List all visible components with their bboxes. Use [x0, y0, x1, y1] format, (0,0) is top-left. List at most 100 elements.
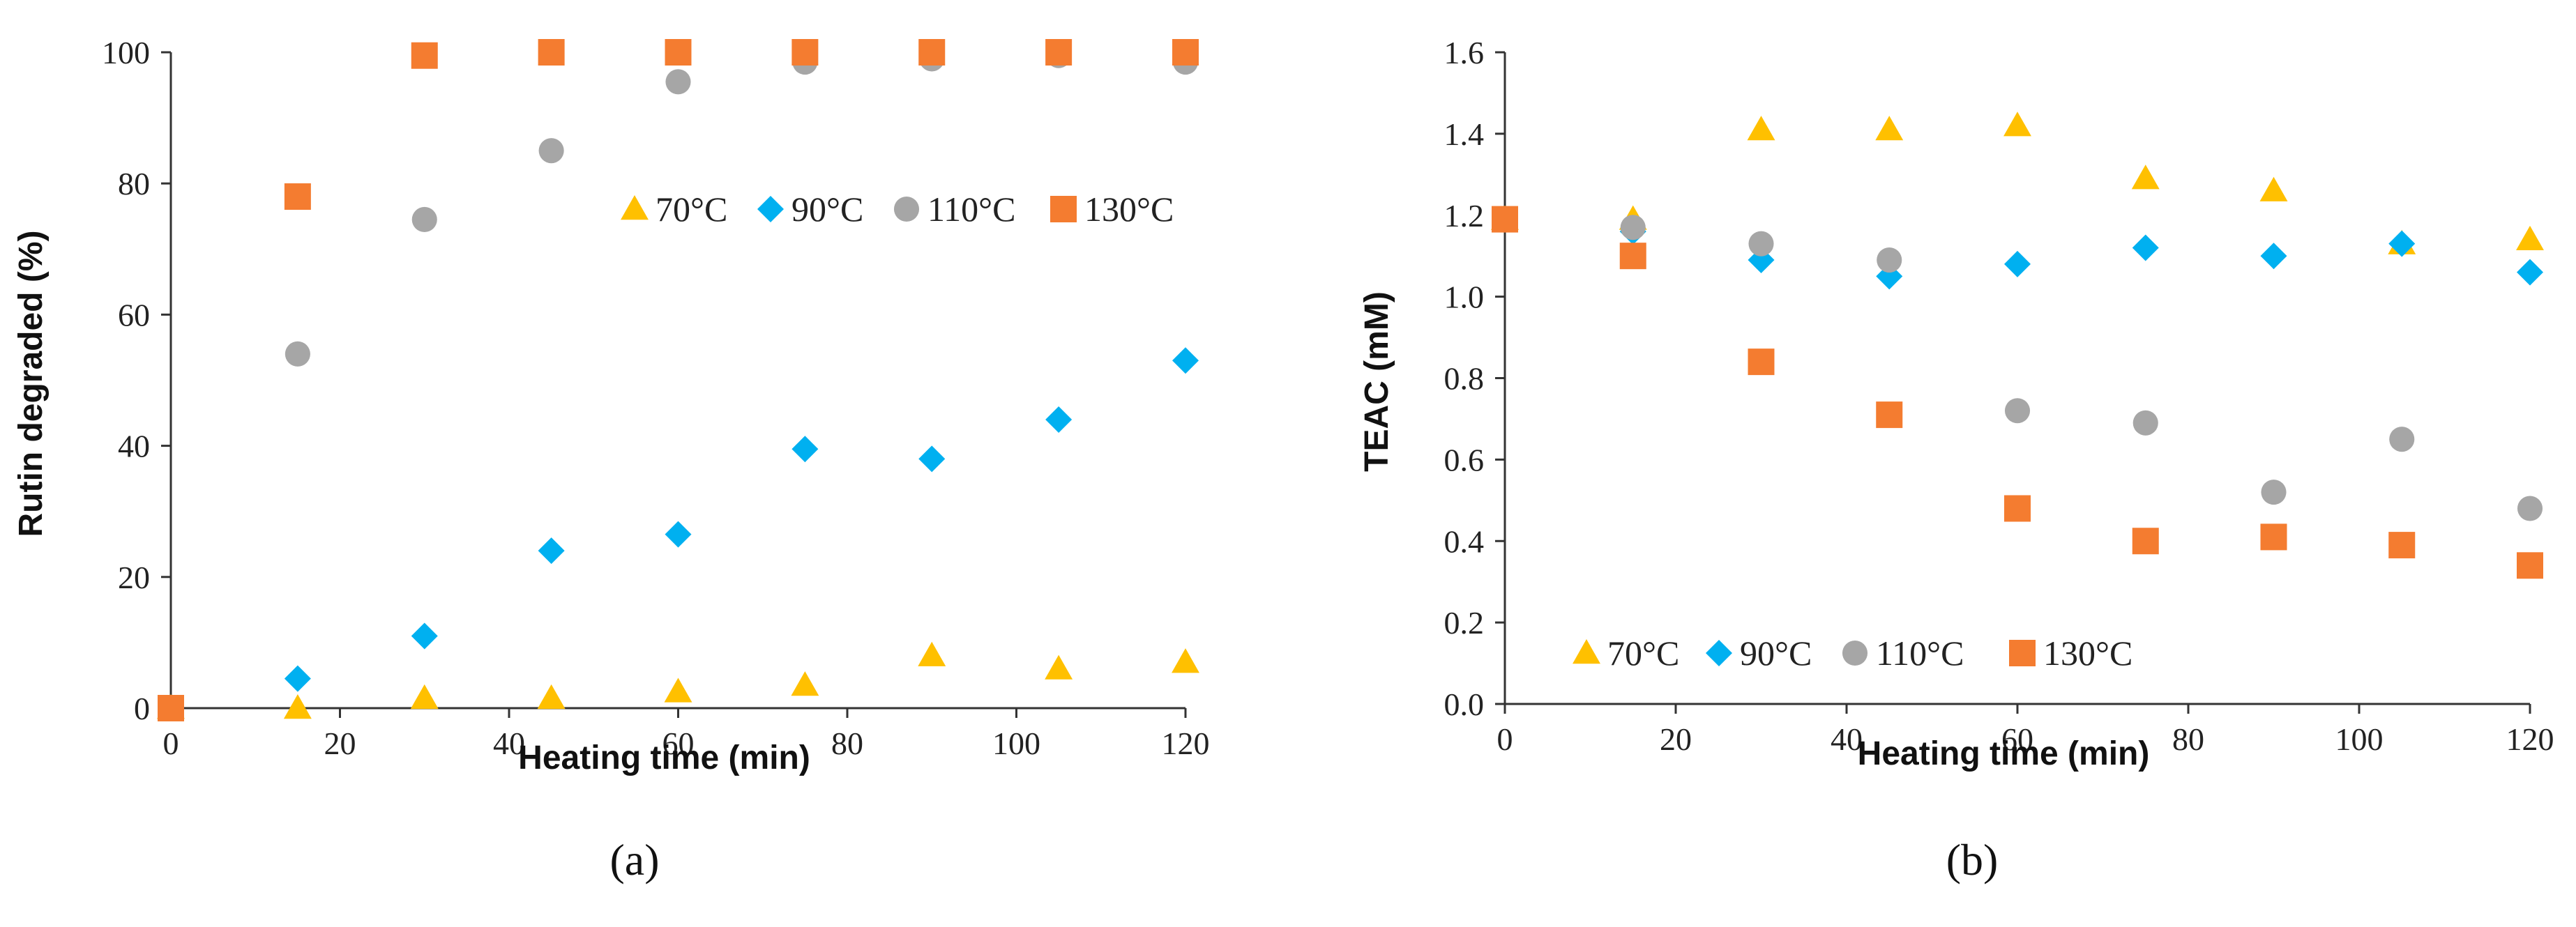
y-tick-label: 0.8 — [1444, 361, 1485, 397]
x-tick-label: 100 — [2335, 721, 2384, 757]
data-point — [2517, 259, 2543, 286]
series-130°C — [1492, 206, 2543, 579]
data-point — [791, 671, 819, 696]
data-point — [538, 138, 564, 164]
x-tick-label: 60 — [2001, 721, 2033, 757]
data-point — [2388, 532, 2416, 559]
data-point — [665, 521, 692, 548]
panel-a: 0 20 40 60 80 100 0 20 40 60 80 100 120 Heating time … — [13, 35, 1210, 884]
data-point — [2260, 243, 2287, 270]
data-point — [2259, 176, 2288, 201]
legend-marker — [2009, 640, 2036, 666]
data-point — [2131, 164, 2160, 190]
x-tick-label: 20 — [1660, 721, 1692, 757]
legend-label: 130°C — [1084, 190, 1174, 229]
data-point — [1045, 406, 1073, 433]
data-point — [1875, 116, 1904, 141]
legend-label: 90°C — [791, 190, 863, 229]
legend-label: 70°C — [1607, 634, 1679, 673]
data-point — [411, 42, 438, 69]
data-point — [283, 694, 312, 719]
x-tick-label: 60 — [662, 726, 695, 761]
data-point — [2003, 112, 2031, 137]
data-point — [285, 341, 310, 367]
data-point — [1748, 348, 1775, 376]
data-point — [538, 39, 565, 66]
x-tick-label: 120 — [2506, 721, 2554, 757]
data-point — [665, 39, 692, 66]
x-tick-label: 80 — [831, 726, 863, 761]
data-point — [2004, 495, 2031, 522]
legend-label: 70°C — [656, 190, 727, 229]
data-point — [411, 622, 438, 650]
data-point — [2389, 427, 2415, 452]
data-point — [791, 436, 819, 463]
legend-marker — [1842, 640, 1868, 666]
y-tick-label: 0.6 — [1444, 442, 1485, 477]
x-tick-label: 40 — [493, 726, 525, 761]
data-point — [1619, 243, 1646, 270]
y-tick-label: 1.2 — [1444, 198, 1485, 233]
data-point — [918, 39, 946, 66]
panel-caption: (a) — [609, 835, 659, 884]
data-point — [410, 684, 439, 710]
y-tick-label: 0.0 — [1444, 687, 1485, 722]
y-tick-label: 60 — [118, 297, 150, 332]
x-axis-title: Heating time (min) — [518, 740, 810, 776]
data-point — [2516, 225, 2544, 251]
y-tick-label: 1.0 — [1444, 279, 1485, 315]
y-tick-label: 1.6 — [1444, 35, 1485, 70]
x-tick-label: 40 — [1831, 721, 1863, 757]
legend-marker — [621, 195, 649, 220]
data-point — [1172, 648, 1199, 673]
data-point — [2260, 523, 2287, 551]
data-point — [537, 684, 566, 710]
data-point — [538, 537, 565, 565]
y-tick-label: 0.4 — [1444, 523, 1485, 559]
x-tick-label: 0 — [1497, 721, 1513, 757]
legend-marker — [1050, 196, 1077, 222]
x-tick-label: 20 — [324, 726, 356, 761]
x-tick-label: 0 — [163, 726, 179, 761]
data-point — [284, 183, 311, 210]
data-point — [2517, 552, 2543, 579]
data-point — [918, 641, 946, 666]
y-tick-label: 0 — [134, 691, 150, 726]
data-point — [1045, 39, 1073, 66]
series-90°C — [158, 347, 1199, 721]
data-point — [1172, 347, 1199, 374]
data-point — [1747, 116, 1775, 141]
data-point — [1876, 401, 1903, 429]
legend-marker — [757, 196, 784, 222]
legend-label: 110°C — [1876, 634, 1964, 673]
y-axis-title: TEAC (mM) — [1358, 291, 1395, 472]
data-point — [664, 677, 692, 703]
legend-marker — [893, 196, 920, 222]
legend-label: 130°C — [2043, 634, 2132, 673]
x-tick-label: 120 — [1162, 726, 1210, 761]
data-point — [1492, 206, 1518, 233]
data-point — [2388, 230, 2416, 257]
data-point — [791, 39, 819, 66]
data-point — [1748, 231, 1774, 256]
legend-label: 110°C — [927, 190, 1016, 229]
data-point — [2132, 410, 2158, 436]
x-axis-title: Heating time (min) — [1858, 735, 2150, 772]
data-point — [665, 69, 691, 95]
legend-label: 90°C — [1740, 634, 1812, 673]
data-point — [1620, 215, 1646, 240]
legend-marker — [1573, 639, 1600, 664]
series-90°C — [1492, 206, 2543, 290]
series-70°C — [1491, 112, 2544, 254]
data-point — [1877, 247, 1902, 273]
x-tick-label: 80 — [2172, 721, 2204, 757]
panel-caption: (b) — [1946, 835, 1999, 884]
series-110°C — [158, 43, 1199, 721]
data-point — [2261, 480, 2287, 505]
data-point — [284, 665, 311, 692]
y-axis-title: Rutin degraded (%) — [13, 231, 50, 537]
panel-b: 0.0 0.2 0.4 0.6 0.8 1.0 1.2 1.4 1.6 0 20 40 60 80 100 1… — [1358, 35, 2554, 884]
legend-marker — [1706, 640, 1732, 666]
data-point — [918, 445, 946, 473]
